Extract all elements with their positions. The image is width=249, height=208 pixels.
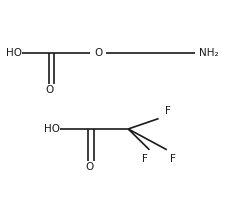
Text: F: F bbox=[142, 154, 148, 164]
Text: NH₂: NH₂ bbox=[199, 48, 219, 58]
Text: O: O bbox=[85, 162, 94, 172]
Text: O: O bbox=[46, 85, 54, 95]
Text: O: O bbox=[94, 48, 103, 58]
Text: F: F bbox=[165, 106, 171, 116]
Text: HO: HO bbox=[44, 124, 60, 134]
Text: HO: HO bbox=[6, 48, 22, 58]
Text: F: F bbox=[170, 154, 176, 164]
